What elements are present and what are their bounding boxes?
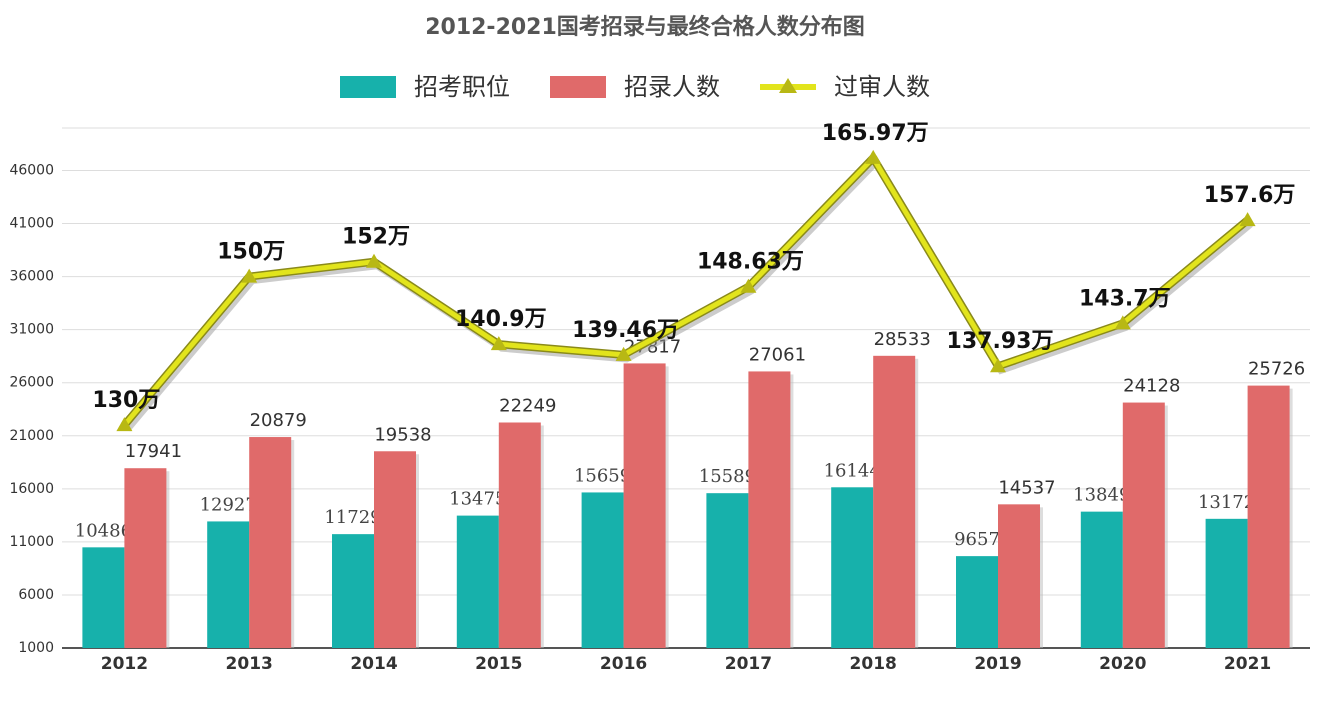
legend-swatch [550, 76, 606, 98]
line-marker [740, 278, 757, 293]
bar [124, 468, 167, 648]
y-tick-label: 21000 [9, 428, 54, 444]
data-label: 15589 [699, 466, 756, 487]
data-label: 157.6万 [1204, 183, 1296, 208]
bar [706, 493, 749, 648]
bar [456, 515, 499, 648]
bar [831, 487, 874, 648]
bar [207, 521, 250, 648]
bar [332, 534, 374, 648]
data-label: 10486 [75, 520, 132, 541]
x-tick-label: 2017 [725, 654, 772, 674]
x-tick-label: 2015 [475, 654, 522, 674]
y-tick-label: 1000 [18, 640, 54, 656]
data-label: 12927 [200, 494, 257, 515]
data-label: 24128 [1123, 376, 1180, 397]
legend-label: 招录人数 [624, 73, 720, 101]
bar [998, 504, 1040, 648]
x-tick-label: 2012 [101, 654, 148, 674]
data-label: 140.9万 [455, 307, 547, 332]
bar [1080, 511, 1123, 648]
data-label: 150万 [217, 240, 285, 265]
line-marker [615, 346, 632, 361]
legend-label: 过审人数 [834, 73, 930, 101]
line-marker [366, 253, 382, 268]
y-tick-label: 11000 [9, 534, 54, 550]
data-label: 28533 [874, 329, 931, 350]
legend-marker [779, 78, 797, 93]
data-label: 17941 [125, 441, 182, 462]
data-label: 20879 [250, 410, 307, 431]
bar [1247, 385, 1290, 648]
y-tick-label: 6000 [18, 587, 54, 603]
data-label: 19538 [374, 424, 431, 445]
data-label: 139.46万 [572, 318, 679, 343]
y-tick-label: 36000 [9, 269, 54, 285]
y-tick-label: 16000 [9, 481, 54, 497]
data-label: 9657 [954, 529, 1000, 550]
data-label: 13172 [1198, 492, 1255, 513]
legend-label: 招考职位 [414, 73, 510, 101]
data-label: 148.63万 [697, 250, 804, 275]
bar [956, 556, 998, 648]
x-tick-label: 2016 [600, 654, 647, 674]
bar [249, 437, 292, 648]
data-label: 25726 [1248, 359, 1305, 380]
line-marker [490, 336, 507, 351]
y-tick-label: 26000 [9, 375, 54, 391]
bar [1122, 402, 1165, 648]
data-label: 16144 [824, 460, 881, 481]
data-label: 152万 [342, 225, 410, 250]
line-marker [241, 268, 258, 283]
bar [581, 492, 624, 648]
legend-swatch [340, 76, 396, 98]
data-label: 130万 [92, 388, 160, 413]
x-tick-label: 2018 [850, 654, 897, 674]
x-tick-label: 2020 [1099, 654, 1146, 674]
line-marker [1114, 315, 1131, 330]
data-label: 13475 [449, 489, 506, 510]
data-label: 165.97万 [822, 121, 929, 146]
chart-title: 2012-2021国考招录与最终合格人数分布图 [425, 14, 865, 40]
data-label: 13849 [1073, 485, 1130, 506]
x-tick-label: 2019 [974, 654, 1021, 674]
data-label: 143.7万 [1079, 286, 1171, 311]
line [122, 155, 1250, 427]
bar [623, 363, 666, 648]
data-label: 14537 [998, 477, 1055, 498]
line-marker [116, 417, 133, 432]
bar [1205, 518, 1248, 648]
x-tick-label: 2013 [226, 654, 273, 674]
bar [748, 371, 791, 648]
legend: 招考职位 招录人数 过审人数 [340, 73, 930, 101]
line-shadow [124, 156, 1253, 432]
y-tick-label: 46000 [9, 162, 54, 178]
data-label: 11729 [324, 507, 381, 528]
data-label: 22249 [499, 396, 556, 417]
data-label: 15659 [574, 465, 631, 486]
line-marker [990, 358, 1006, 373]
data-label: 27061 [749, 344, 806, 365]
line-marker [1239, 212, 1256, 227]
bar [374, 451, 416, 648]
bar [873, 355, 916, 648]
data-label: 137.93万 [947, 329, 1054, 354]
x-tick-label: 2014 [350, 654, 397, 674]
bar [82, 547, 125, 648]
y-tick-label: 41000 [9, 216, 54, 232]
bar [498, 422, 541, 648]
y-tick-label: 31000 [9, 322, 54, 338]
line-marker [865, 149, 882, 164]
x-tick-label: 2021 [1224, 654, 1271, 674]
